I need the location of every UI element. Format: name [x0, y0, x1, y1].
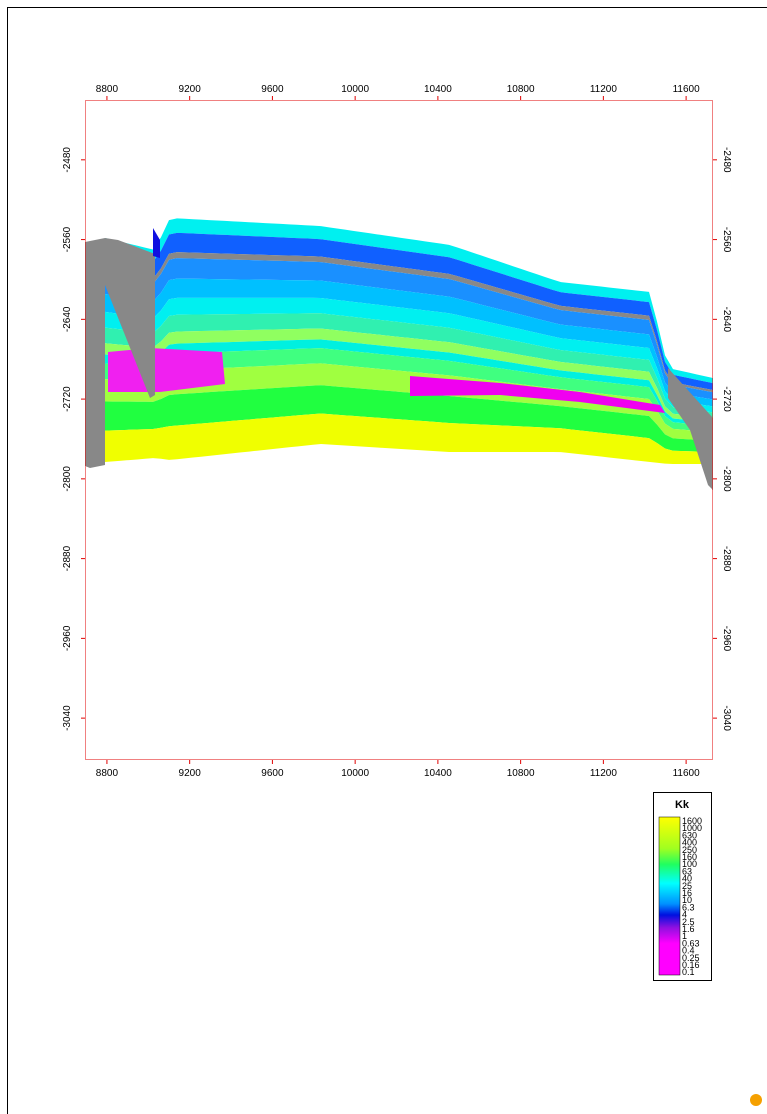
x-tick-label: 10800	[507, 768, 535, 779]
y-tick-label: -2720	[62, 386, 73, 412]
y-tick-label: -2560	[62, 226, 73, 252]
fault	[153, 228, 160, 258]
y-tick-label: -2560	[721, 227, 732, 253]
x-tick-label: 10400	[424, 84, 452, 95]
y-tick-label: -2480	[62, 147, 73, 173]
y-tick-label: -2880	[62, 545, 73, 571]
y-tick-label: -3040	[721, 705, 732, 731]
x-tick-label: 10000	[341, 84, 369, 95]
x-tick-label: 9200	[179, 768, 202, 779]
section-view: Kk 8800 8800 9200 9200 9600 9600 10000 10000 104…	[0, 0, 767, 1114]
page: Kk 8800 8800 9200 9200 9600 9600 10000 10000 104…	[0, 0, 767, 1114]
y-tick-label: -2960	[721, 626, 732, 652]
y-tick-label: -2880	[721, 546, 732, 572]
y-tick-label: -2800	[721, 466, 732, 492]
y-tick-label: -2800	[62, 466, 73, 492]
x-tick-label: 9200	[179, 84, 202, 95]
x-tick-label: 8800	[96, 768, 119, 779]
x-tick-label: 9600	[261, 768, 284, 779]
x-tick-label: 11600	[673, 768, 701, 779]
y-tick-label: -2640	[721, 307, 732, 333]
y-tick-label: -3040	[62, 705, 73, 731]
x-tick-label: 11600	[673, 84, 701, 95]
y-tick-label: -2960	[62, 625, 73, 651]
x-tick-label: 9600	[261, 84, 284, 95]
logo	[750, 1094, 762, 1106]
x-tick-label: 11200	[590, 84, 618, 95]
y-tick-label: -2640	[62, 306, 73, 332]
legend-title: Kk	[675, 799, 690, 811]
legend-label: 0.1	[682, 967, 695, 977]
x-tick-label: 11200	[590, 768, 618, 779]
y-tick-label: -2720	[721, 386, 732, 412]
color-bar	[659, 817, 680, 975]
section	[85, 218, 713, 490]
y-tick-label: -2480	[721, 147, 732, 173]
x-tick-label: 10800	[507, 84, 535, 95]
x-tick-label: 10000	[341, 768, 369, 779]
x-tick-label: 10400	[424, 768, 452, 779]
layer-patch	[108, 348, 225, 392]
x-tick-label: 8800	[96, 84, 119, 95]
